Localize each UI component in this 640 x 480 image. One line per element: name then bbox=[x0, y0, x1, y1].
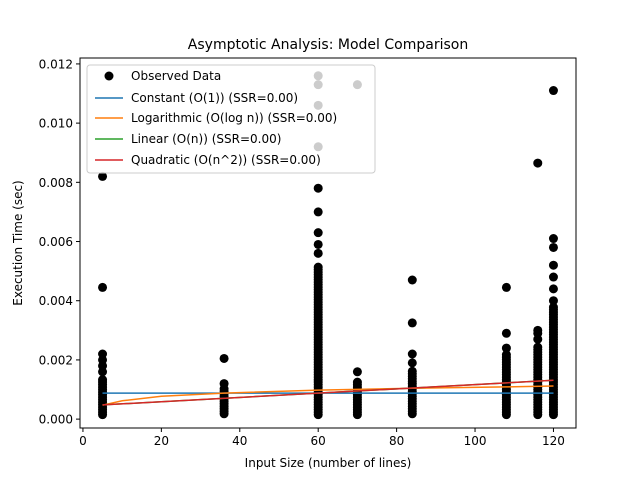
legend-box bbox=[86, 64, 376, 174]
observed-outlier-point bbox=[407, 275, 417, 285]
observed-point bbox=[548, 302, 558, 312]
observed-series bbox=[98, 71, 558, 420]
legend-label-linear: Linear (O(n)) (SSR=0.00) bbox=[131, 132, 281, 146]
x-tick-label: 60 bbox=[311, 434, 326, 448]
fit-line-logarithmic bbox=[102, 385, 554, 406]
x-tick-label: 100 bbox=[464, 434, 487, 448]
observed-point bbox=[407, 366, 417, 376]
observed-outlier-point bbox=[407, 358, 417, 368]
legend-label-constant: Constant (O(1)) (SSR=0.00) bbox=[131, 91, 298, 105]
y-tick-label: 0.002 bbox=[39, 353, 73, 367]
observed-point bbox=[98, 375, 108, 385]
y-axis-label: Execution Time (sec) bbox=[11, 180, 25, 305]
observed-outlier-point bbox=[98, 282, 108, 292]
x-tick-label: 20 bbox=[154, 434, 169, 448]
legend-marker-observed bbox=[104, 71, 114, 81]
y-tick-label: 0.008 bbox=[39, 176, 73, 190]
y-tick-label: 0.000 bbox=[39, 413, 73, 427]
y-tick-label: 0.010 bbox=[39, 117, 73, 131]
observed-outlier-point bbox=[548, 272, 558, 282]
observed-outlier-point bbox=[501, 282, 511, 292]
observed-outlier-point bbox=[352, 367, 362, 377]
chart-title: Asymptotic Analysis: Model Comparison bbox=[188, 37, 468, 53]
legend-label-logarithmic: Logarithmic (O(log n)) (SSR=0.00) bbox=[131, 111, 337, 125]
observed-outlier-point bbox=[548, 86, 558, 96]
observed-outlier-point bbox=[407, 349, 417, 359]
y-tick-label: 0.004 bbox=[39, 294, 73, 308]
observed-point bbox=[533, 342, 543, 352]
observed-outlier-point bbox=[533, 325, 543, 335]
observed-outlier-point bbox=[98, 171, 108, 181]
x-axis: 0 20 40 60 80 100 120 bbox=[79, 428, 565, 448]
legend-label-observed: Observed Data bbox=[131, 69, 221, 83]
observed-point bbox=[313, 262, 323, 272]
observed-outlier-point bbox=[219, 379, 229, 389]
fit-line-quadratic bbox=[102, 379, 554, 406]
y-tick-label: 0.012 bbox=[39, 57, 73, 71]
axes-frame bbox=[79, 57, 577, 429]
observed-outlier-point bbox=[219, 353, 229, 363]
x-tick-label: 80 bbox=[389, 434, 404, 448]
observed-outlier-point bbox=[548, 234, 558, 244]
observed-outlier-point bbox=[533, 158, 543, 168]
y-axis: 0.000 0.002 0.004 0.006 0.008 0.010 0.012 bbox=[39, 57, 80, 427]
x-axis-label: Input Size (number of lines) bbox=[245, 456, 412, 470]
observed-outlier-point bbox=[501, 328, 511, 338]
legend: Observed Data Constant (O(1)) (SSR=0.00)… bbox=[86, 64, 376, 174]
plot-area bbox=[98, 71, 558, 420]
observed-outlier-point bbox=[548, 284, 558, 294]
observed-point bbox=[501, 350, 511, 360]
observed-point bbox=[352, 377, 362, 387]
observed-outlier-point bbox=[313, 183, 323, 193]
observed-outlier-point bbox=[313, 248, 323, 258]
observed-outlier-point bbox=[407, 318, 417, 328]
observed-outlier-point bbox=[548, 242, 558, 252]
observed-outlier-point bbox=[501, 343, 511, 353]
observed-outlier-point bbox=[313, 207, 323, 217]
observed-outlier-point bbox=[313, 239, 323, 249]
y-tick-label: 0.006 bbox=[39, 235, 73, 249]
observed-outlier-point bbox=[98, 349, 108, 359]
observed-outlier-point bbox=[548, 296, 558, 306]
observed-outlier-point bbox=[313, 228, 323, 238]
x-tick-label: 120 bbox=[542, 434, 565, 448]
x-tick-label: 0 bbox=[79, 434, 87, 448]
legend-label-quadratic: Quadratic (O(n^2)) (SSR=0.00) bbox=[131, 153, 321, 167]
x-tick-label: 40 bbox=[232, 434, 247, 448]
observed-outlier-point bbox=[548, 260, 558, 270]
